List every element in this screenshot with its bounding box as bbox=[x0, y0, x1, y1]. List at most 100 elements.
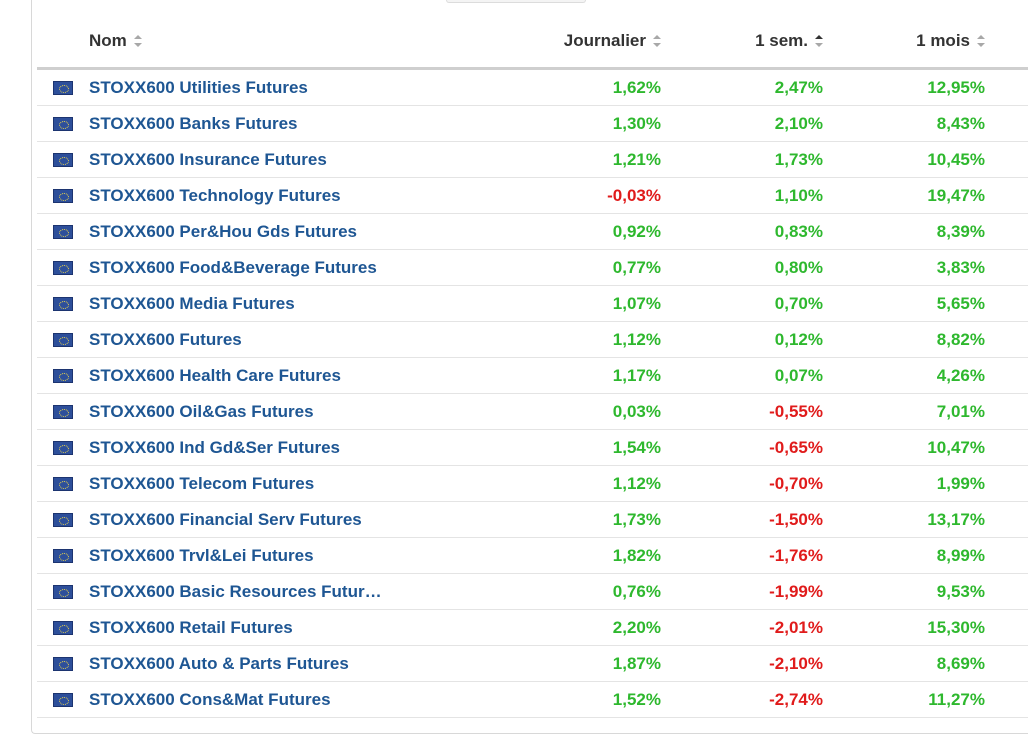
month-change-value: 4,26% bbox=[823, 357, 985, 394]
header-spacer bbox=[985, 15, 1028, 70]
week-change-value: 0,12% bbox=[661, 321, 823, 358]
table-row[interactable]: STOXX600 Cons&Mat Futures 1,52% -2,74% 11,2… bbox=[37, 681, 1028, 718]
table-row[interactable]: STOXX600 Financial Serv Futures 1,73% -1,5… bbox=[37, 501, 1028, 538]
table-row[interactable]: STOXX600 Insurance Futures 1,21% 1,73% 10,4… bbox=[37, 141, 1028, 178]
table-row[interactable]: STOXX600 Ind Gd&Ser Futures 1,54% -0,65% 10… bbox=[37, 429, 1028, 466]
row-spacer bbox=[985, 501, 1028, 538]
month-change-value: 15,30% bbox=[823, 609, 985, 646]
sort-ascending-icon[interactable] bbox=[815, 35, 823, 47]
eu-flag-icon bbox=[53, 477, 73, 492]
week-change-value: 1,10% bbox=[661, 177, 823, 214]
instrument-name-link[interactable]: STOXX600 Ind Gd&Ser Futures bbox=[89, 429, 449, 466]
sort-icon[interactable] bbox=[133, 35, 142, 47]
instrument-name-link[interactable]: STOXX600 Retail Futures bbox=[89, 609, 449, 646]
instrument-name-link[interactable]: STOXX600 Auto & Parts Futures bbox=[89, 645, 449, 682]
month-change-value: 10,47% bbox=[823, 429, 985, 466]
table-row[interactable]: STOXX600 Banks Futures 1,30% 2,10% 8,43% bbox=[37, 105, 1028, 142]
header-week[interactable]: 1 sem. bbox=[661, 15, 823, 70]
instrument-name-link[interactable]: STOXX600 Technology Futures bbox=[89, 177, 449, 214]
week-change-value: 0,83% bbox=[661, 213, 823, 250]
table-row[interactable]: STOXX600 Auto & Parts Futures 1,87% -2,10%… bbox=[37, 645, 1028, 682]
performance-panel bbox=[31, 0, 1028, 734]
month-change-value: 8,43% bbox=[823, 105, 985, 142]
header-name[interactable]: Nom bbox=[89, 15, 449, 70]
instrument-name-link[interactable]: STOXX600 Health Care Futures bbox=[89, 357, 449, 394]
flag-cell bbox=[37, 321, 89, 358]
eu-flag-icon bbox=[53, 189, 73, 204]
table-row[interactable]: STOXX600 Food&Beverage Futures 0,77% 0,80%… bbox=[37, 249, 1028, 286]
flag-cell bbox=[37, 105, 89, 142]
eu-flag-icon bbox=[53, 441, 73, 456]
row-spacer bbox=[985, 177, 1028, 214]
instrument-name-link[interactable]: STOXX600 Insurance Futures bbox=[89, 141, 449, 178]
table-row[interactable]: STOXX600 Retail Futures 2,20% -2,01% 15,30% bbox=[37, 609, 1028, 646]
top-tab-edge bbox=[446, 0, 586, 3]
instrument-name-link[interactable]: STOXX600 Food&Beverage Futures bbox=[89, 249, 449, 286]
eu-flag-icon bbox=[53, 405, 73, 420]
table-row[interactable]: STOXX600 Media Futures 1,07% 0,70% 5,65% bbox=[37, 285, 1028, 322]
instrument-name-link[interactable]: STOXX600 Trvl&Lei Futures bbox=[89, 537, 449, 574]
eu-flag-icon bbox=[53, 81, 73, 96]
header-name-label: Nom bbox=[89, 31, 127, 50]
row-spacer bbox=[985, 609, 1028, 646]
instrument-name-link[interactable]: STOXX600 Cons&Mat Futures bbox=[89, 681, 449, 718]
sort-icon[interactable] bbox=[977, 35, 985, 47]
instrument-name-link[interactable]: STOXX600 Media Futures bbox=[89, 285, 449, 322]
week-change-value: -2,10% bbox=[661, 645, 823, 682]
header-month[interactable]: 1 mois bbox=[823, 15, 985, 70]
flag-cell bbox=[37, 177, 89, 214]
row-spacer bbox=[985, 213, 1028, 250]
eu-flag-icon bbox=[53, 585, 73, 600]
table-row[interactable]: STOXX600 Trvl&Lei Futures 1,82% -1,76% 8,99… bbox=[37, 537, 1028, 574]
eu-flag-icon bbox=[53, 261, 73, 276]
table-row[interactable]: STOXX600 Basic Resources Futur… 0,76% -1,9… bbox=[37, 573, 1028, 610]
month-change-value: 13,17% bbox=[823, 501, 985, 538]
table-header-row: Nom Journalier 1 sem. 1 mois bbox=[37, 15, 1028, 70]
eu-flag-icon bbox=[53, 693, 73, 708]
daily-change-value: 0,77% bbox=[449, 249, 661, 286]
flag-cell bbox=[37, 537, 89, 574]
table-row[interactable]: STOXX600 Futures 1,12% 0,12% 8,82% bbox=[37, 321, 1028, 358]
daily-change-value: 1,17% bbox=[449, 357, 661, 394]
week-change-value: 2,10% bbox=[661, 105, 823, 142]
eu-flag-icon bbox=[53, 333, 73, 348]
row-spacer bbox=[985, 573, 1028, 610]
flag-cell bbox=[37, 645, 89, 682]
eu-flag-icon bbox=[53, 513, 73, 528]
daily-change-value: 1,21% bbox=[449, 141, 661, 178]
flag-cell bbox=[37, 681, 89, 718]
instrument-name-link[interactable]: STOXX600 Financial Serv Futures bbox=[89, 501, 449, 538]
week-change-value: -0,70% bbox=[661, 465, 823, 502]
eu-flag-icon bbox=[53, 369, 73, 384]
table-row[interactable]: STOXX600 Health Care Futures 1,17% 0,07% 4,… bbox=[37, 357, 1028, 394]
instrument-name-link[interactable]: STOXX600 Futures bbox=[89, 321, 449, 358]
header-week-label: 1 sem. bbox=[755, 31, 808, 50]
month-change-value: 8,82% bbox=[823, 321, 985, 358]
table-row[interactable]: STOXX600 Per&Hou Gds Futures 0,92% 0,83% 8,… bbox=[37, 213, 1028, 250]
daily-change-value: 1,07% bbox=[449, 285, 661, 322]
header-month-label: 1 mois bbox=[916, 31, 970, 50]
instrument-name-link[interactable]: STOXX600 Per&Hou Gds Futures bbox=[89, 213, 449, 250]
instrument-name-link[interactable]: STOXX600 Utilities Futures bbox=[89, 68, 449, 106]
daily-change-value: 1,73% bbox=[449, 501, 661, 538]
daily-change-value: 1,52% bbox=[449, 681, 661, 718]
week-change-value: -1,76% bbox=[661, 537, 823, 574]
month-change-value: 5,65% bbox=[823, 285, 985, 322]
header-daily[interactable]: Journalier bbox=[449, 15, 661, 70]
table-row[interactable]: STOXX600 Utilities Futures 1,62% 2,47% 12,9… bbox=[37, 68, 1028, 106]
daily-change-value: 0,03% bbox=[449, 393, 661, 430]
table-row[interactable]: STOXX600 Oil&Gas Futures 0,03% -0,55% 7,01% bbox=[37, 393, 1028, 430]
table-row[interactable]: STOXX600 Technology Futures -0,03% 1,10% 19… bbox=[37, 177, 1028, 214]
instrument-name-link[interactable]: STOXX600 Oil&Gas Futures bbox=[89, 393, 449, 430]
eu-flag-icon bbox=[53, 297, 73, 312]
row-spacer bbox=[985, 465, 1028, 502]
daily-change-value: 1,30% bbox=[449, 105, 661, 142]
instrument-name-link[interactable]: STOXX600 Telecom Futures bbox=[89, 465, 449, 502]
flag-cell bbox=[37, 393, 89, 430]
week-change-value: -2,74% bbox=[661, 681, 823, 718]
daily-change-value: 1,12% bbox=[449, 465, 661, 502]
table-row[interactable]: STOXX600 Telecom Futures 1,12% -0,70% 1,99% bbox=[37, 465, 1028, 502]
sort-icon[interactable] bbox=[653, 35, 661, 47]
instrument-name-link[interactable]: STOXX600 Basic Resources Futur… bbox=[89, 573, 449, 610]
instrument-name-link[interactable]: STOXX600 Banks Futures bbox=[89, 105, 449, 142]
